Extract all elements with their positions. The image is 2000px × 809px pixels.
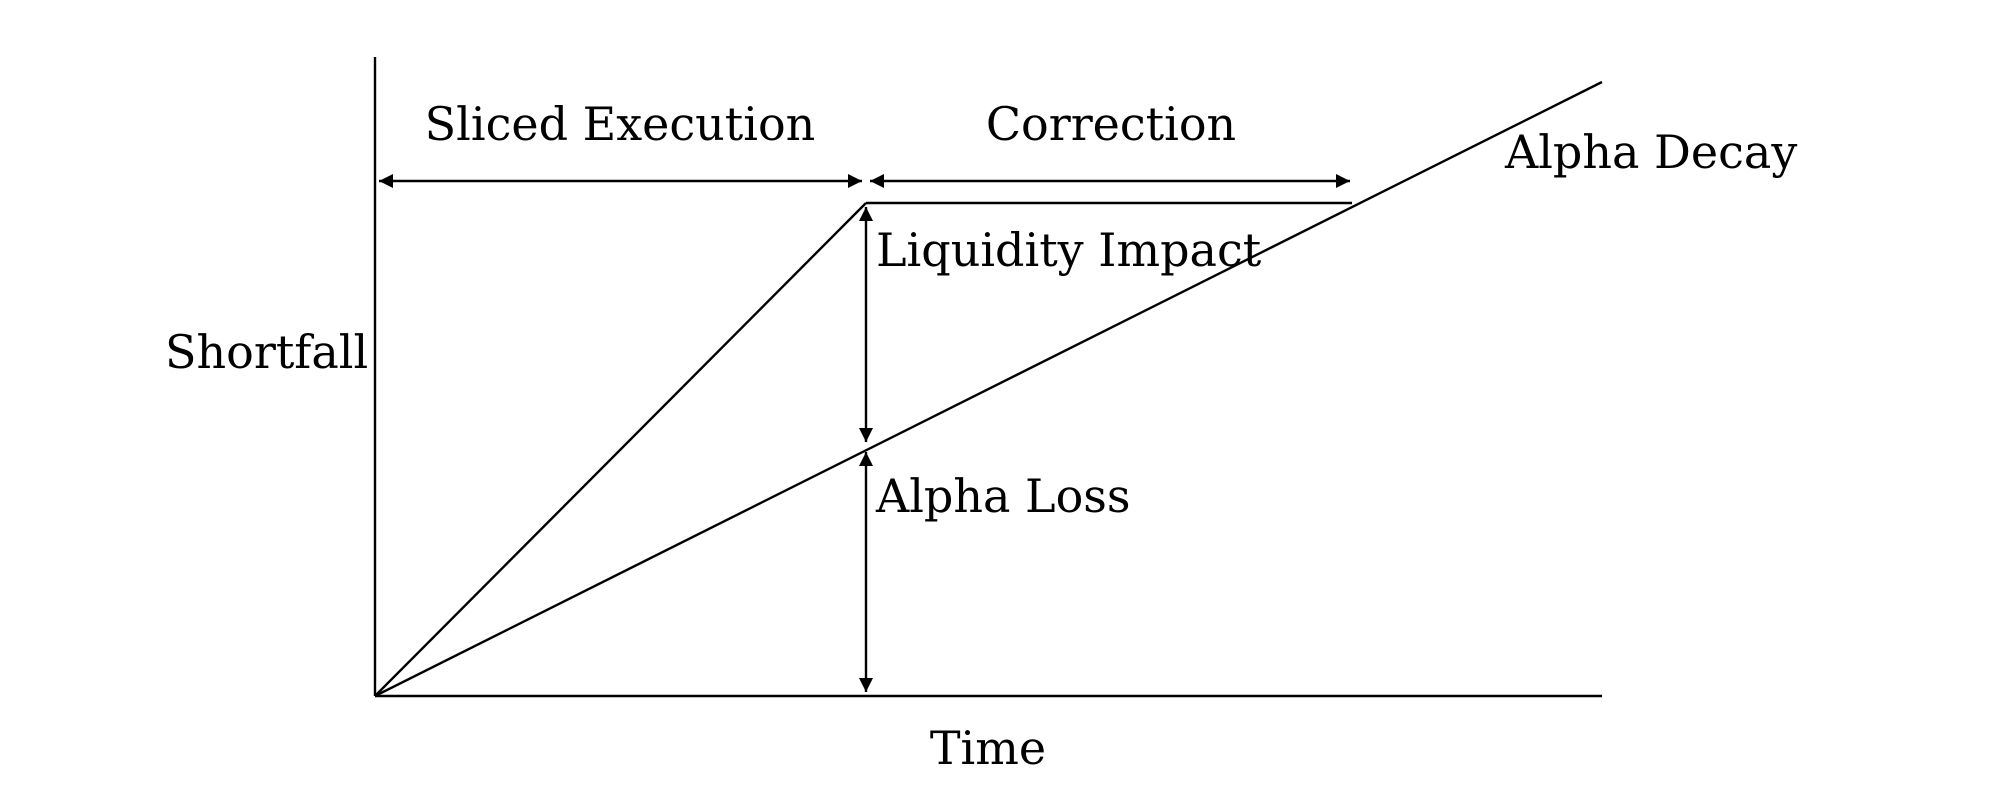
alpha-decay-line: [374, 80, 1603, 698]
sliced-execution-line: [374, 202, 867, 697]
alpha-decay-label: Alpha Decay: [1504, 125, 1797, 179]
liquidity-impact-label: Liquidity Impact: [876, 223, 1262, 277]
y-axis-label: Shortfall: [165, 325, 368, 379]
sliced-execution-label: Sliced Execution: [425, 97, 816, 151]
alpha-loss-label: Alpha Loss: [875, 469, 1131, 523]
correction-label: Correction: [986, 97, 1236, 151]
x-axis-label: Time: [930, 721, 1046, 775]
